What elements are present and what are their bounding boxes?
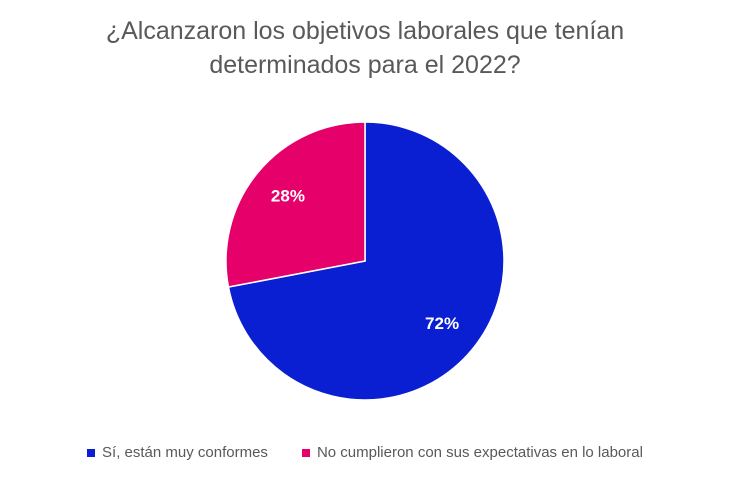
- legend-label-si: Sí, están muy conformes: [102, 444, 268, 461]
- chart-legend: Sí, están muy conformes No cumplieron co…: [0, 444, 730, 461]
- legend-item-no: No cumplieron con sus expectativas en lo…: [301, 444, 643, 461]
- pie-slice-no: [225, 121, 366, 288]
- data-label-si: 72%: [425, 314, 459, 333]
- chart-title: ¿Alcanzaron los objetivos laborales que …: [0, 14, 730, 82]
- data-label-no: 28%: [271, 187, 305, 206]
- legend-item-si: Sí, están muy conformes: [87, 444, 268, 461]
- legend-swatch-si: [87, 448, 96, 457]
- chart-title-line-2: determinados para el 2022?: [209, 51, 521, 79]
- legend-label-no: No cumplieron con sus expectativas en lo…: [316, 444, 643, 461]
- chart-title-line-1: ¿Alcanzaron los objetivos laborales que …: [105, 17, 625, 45]
- legend-swatch-no: [301, 448, 310, 457]
- pie-slice-si: [227, 121, 505, 401]
